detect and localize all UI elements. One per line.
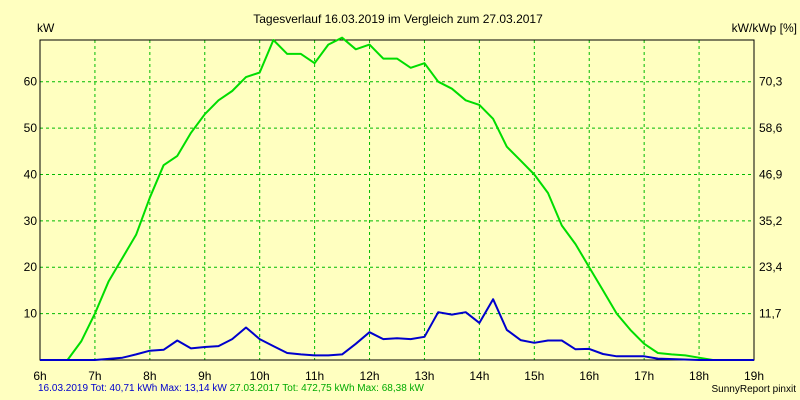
y-axis-ticks-left: 10 20 30 40 50 60 [24,75,38,321]
plot-frame [39,39,755,361]
x-tick-label: 16h [579,369,599,383]
y-tick-label-left: 60 [24,75,38,89]
footer-summary: 16.03.2019 Tot: 40,71 kWh Max: 13,14 kW … [38,383,424,394]
y-tick-label-right: 23,4 [759,260,783,274]
x-tick-label: 18h [689,369,709,383]
footer-series-2017: 27.03.2017 Tot: 472,75 kWh Max: 68,38 kW [229,383,424,394]
series-line-1 [40,298,754,361]
x-tick-label: 8h [143,369,156,383]
series-line-0 [40,36,754,361]
y-axis-ticks-right: 11,7 23,4 35,2 46,9 58,6 70,3 [759,75,783,321]
y-tick-label-left: 20 [24,260,38,274]
y-tick-label-left: 40 [24,167,38,181]
x-tick-label: 19h [744,369,764,383]
x-tick-label: 7h [88,369,101,383]
x-axis-ticks: 6h 7h 8h 9h 10h 11h 12h 13h 14h 15h 16h 17h 18h 19h [33,369,764,383]
x-tick-label: 15h [524,369,544,383]
y-tick-label-right: 58,6 [759,121,783,135]
x-tick-label: 13h [414,369,434,383]
footer-credit: SunnyReport pinxit [711,384,797,395]
grid [40,40,754,360]
series-layer [40,36,754,361]
y-tick-label-right: 11,7 [759,307,782,321]
x-tick-label: 11h [305,369,324,383]
y-tick-label-right: 46,9 [759,167,783,181]
y-tick-label-right: 35,2 [759,214,783,228]
y-axis-label-left: kW [37,21,55,35]
x-tick-label: 17h [634,369,654,383]
x-tick-label: 14h [469,369,489,383]
x-tick-label: 10h [250,369,270,383]
x-tick-label: 9h [198,369,211,383]
y-tick-label-right: 70,3 [759,75,783,89]
x-tick-label: 6h [33,369,46,383]
footer-series-2019: 16.03.2019 Tot: 40,71 kWh Max: 13,14 kW [38,383,227,394]
chart-title: Tagesverlauf 16.03.2019 im Vergleich zum… [253,12,543,26]
y-tick-label-left: 30 [24,214,38,228]
y-tick-label-left: 10 [24,307,38,321]
y-tick-label-left: 50 [24,121,38,135]
x-tick-label: 12h [360,369,380,383]
y-axis-label-right: kW/kWp [%] [732,21,797,35]
